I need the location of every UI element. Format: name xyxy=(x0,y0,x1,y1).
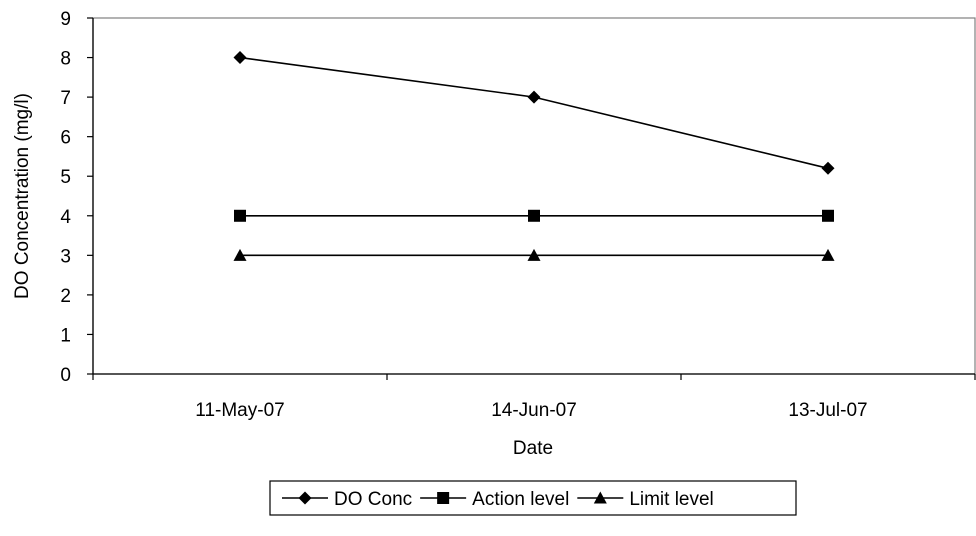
x-tick-label: 13-Jul-07 xyxy=(788,400,867,421)
series-line xyxy=(239,56,829,170)
data-point xyxy=(527,90,541,104)
plot-frame xyxy=(92,17,976,375)
y-tick-label: 7 xyxy=(60,88,71,109)
data-point xyxy=(233,248,247,261)
x-tick-label: 11-May-07 xyxy=(195,400,284,421)
legend-box xyxy=(269,480,797,516)
legend-item: DO Conc xyxy=(282,489,412,510)
y-tick-label: 2 xyxy=(60,286,71,307)
y-tick-label: 6 xyxy=(60,128,71,149)
y-tick-label: 1 xyxy=(60,325,71,346)
data-point xyxy=(822,209,834,222)
x-axis-title: Date xyxy=(513,438,553,459)
y-tick-label: 8 xyxy=(60,49,71,70)
data-point xyxy=(233,51,247,65)
legend-marker xyxy=(593,491,607,504)
legend-item: Action level xyxy=(420,489,569,510)
y-tick-label: 9 xyxy=(60,9,71,30)
data-point xyxy=(821,248,835,261)
legend-label: Action level xyxy=(472,489,569,510)
y-axis-title: DO Concentration (mg/l) xyxy=(12,93,33,299)
data-point xyxy=(234,209,246,222)
plot-area: 0 1 2 3 4 5 6 7 8 9 11-May-07 14-Jun-07 13-Jul-07 xyxy=(60,9,976,421)
x-tick-label: 14-Jun-07 xyxy=(491,400,577,421)
data-point xyxy=(821,161,835,175)
data-point xyxy=(528,209,540,222)
legend-label: DO Conc xyxy=(334,489,412,510)
legend-item: Limit level xyxy=(577,489,714,510)
y-tick-label: 3 xyxy=(60,246,71,267)
data-point xyxy=(527,248,541,261)
y-tick-label: 0 xyxy=(60,365,71,386)
legend-label: Limit level xyxy=(629,489,713,510)
y-tick-label: 5 xyxy=(60,167,71,188)
legend: DO Conc Action level Limit level xyxy=(269,480,797,516)
legend-marker xyxy=(437,492,450,504)
legend-marker xyxy=(298,491,312,505)
y-tick-label: 4 xyxy=(60,207,71,228)
